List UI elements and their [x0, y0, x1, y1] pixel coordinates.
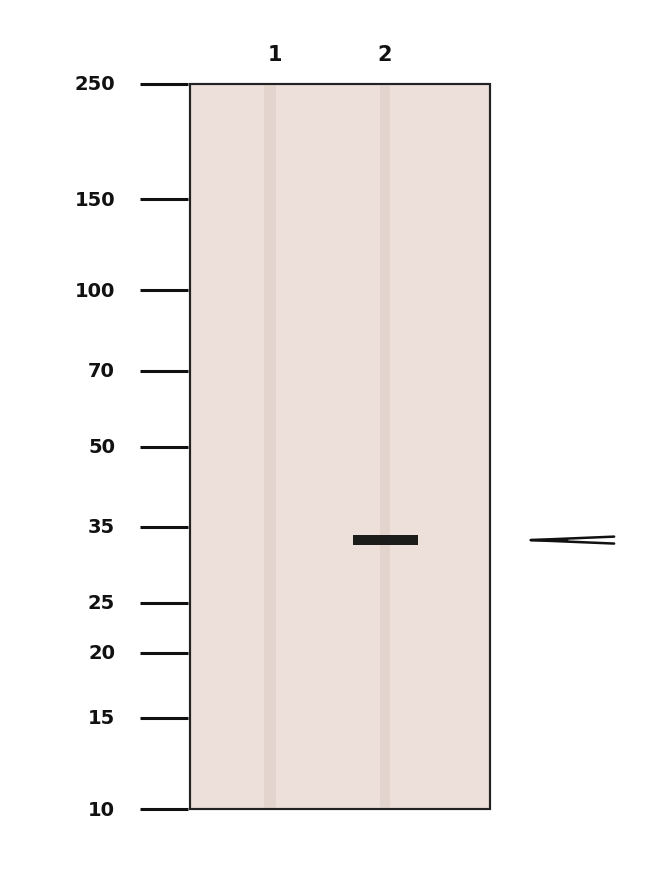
- Bar: [264, 85, 276, 809]
- Text: 100: 100: [75, 282, 115, 301]
- Text: 150: 150: [74, 190, 115, 209]
- Text: 10: 10: [88, 799, 115, 819]
- Text: 250: 250: [74, 76, 115, 95]
- Bar: [380, 85, 390, 809]
- Bar: [190, 85, 490, 809]
- Text: 25: 25: [88, 594, 115, 613]
- Text: 2: 2: [378, 45, 392, 65]
- Text: 50: 50: [88, 437, 115, 456]
- Text: 1: 1: [268, 45, 282, 65]
- Text: 35: 35: [88, 518, 115, 537]
- Text: 70: 70: [88, 362, 115, 381]
- Bar: [190, 85, 490, 809]
- Bar: [352, 535, 417, 546]
- Text: 20: 20: [88, 644, 115, 663]
- Text: 15: 15: [88, 708, 115, 727]
